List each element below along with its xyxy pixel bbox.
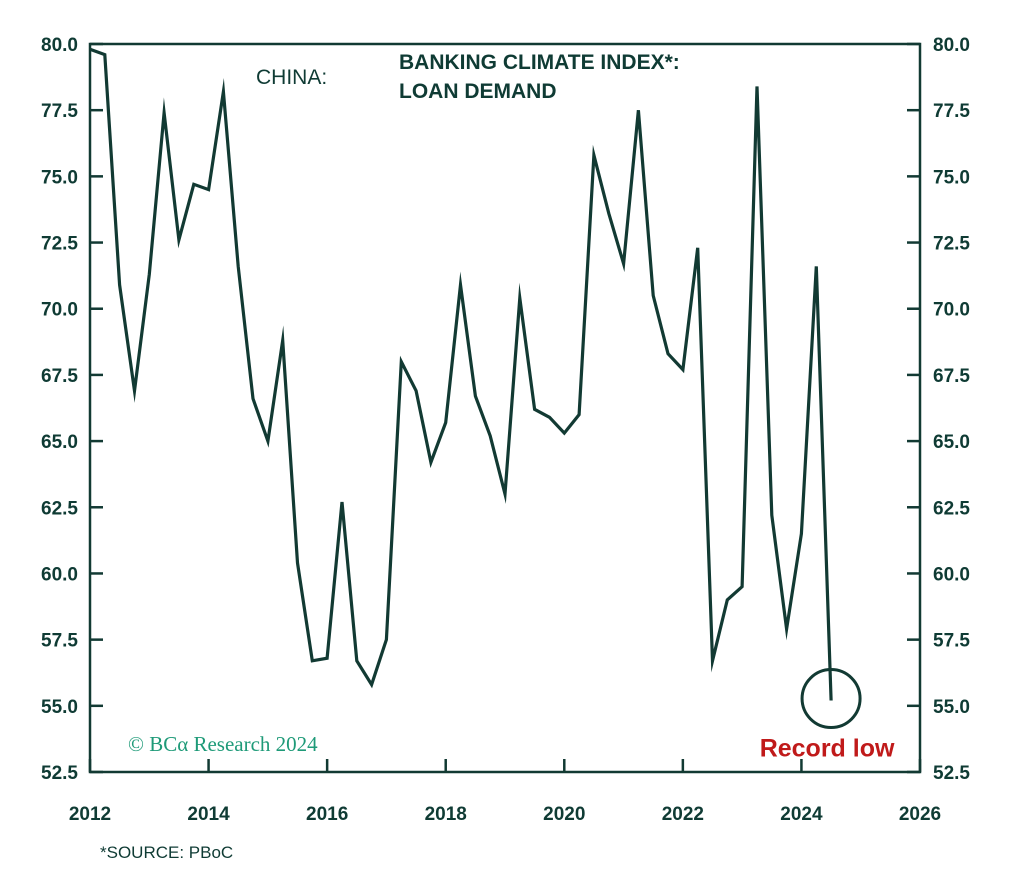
plot-frame [88,42,922,774]
y-tick-label-right: 72.5 [933,234,970,255]
x-tick-label: 2016 [306,804,348,825]
x-tick-label: 2012 [69,804,111,825]
y-tick-label-left: 57.5 [41,631,78,652]
x-tick-label: 2018 [425,804,467,825]
x-tick-label: 2014 [187,804,230,825]
record-low-annotation: Record low [760,735,895,763]
y-tick-label-left: 55.0 [41,697,78,718]
y-tick-label-left: 77.5 [41,101,78,122]
y-tick-label-right: 75.0 [933,167,970,188]
series [89,47,833,701]
record-low-circle [800,668,862,730]
chart-title-prefix: CHINA: [256,66,327,89]
y-tick-label-right: 62.5 [933,498,970,519]
y-tick-label-right: 80.0 [933,35,970,56]
y-tick-label-left: 70.0 [41,300,78,321]
footnote: *SOURCE: PBoC [100,843,233,862]
y-tick-label-right: 70.0 [933,300,970,321]
copyright: © BCα Research 2024 [128,732,318,756]
y-tick-label-right: 77.5 [933,101,970,122]
y-tick-label-right: 55.0 [933,697,970,718]
x-tick-label: 2026 [899,804,941,825]
y-tick-label-left: 75.0 [41,167,78,188]
y-tick-label-left: 65.0 [41,432,78,453]
chart-title-line-2: LOAN DEMAND [399,80,557,103]
y-tick-label-left: 52.5 [41,763,78,784]
series-line [89,47,833,701]
y-tick-label-right: 52.5 [933,763,970,784]
chart-title-line-1: BANKING CLIMATE INDEX*: [399,51,680,74]
x-tick-label: 2020 [543,804,585,825]
y-tick-label-right: 57.5 [933,631,970,652]
x-tick-label: 2022 [662,804,704,825]
y-tick-label-right: 60.0 [933,564,970,585]
y-tick-label-left: 67.5 [41,366,78,387]
y-tick-label-left: 62.5 [41,498,78,519]
y-tick-label-right: 67.5 [933,366,970,387]
ticks: 52.5 52.5 55.0 55.0 57.5 57.5 60.0 60.0 62.5 62.5… [41,35,970,825]
y-tick-label-left: 60.0 [41,564,78,585]
axes [88,42,922,774]
y-tick-label-left: 72.5 [41,234,78,255]
x-tick-label: 2024 [780,804,823,825]
y-tick-label-right: 65.0 [933,432,970,453]
y-tick-label-left: 80.0 [41,35,78,56]
